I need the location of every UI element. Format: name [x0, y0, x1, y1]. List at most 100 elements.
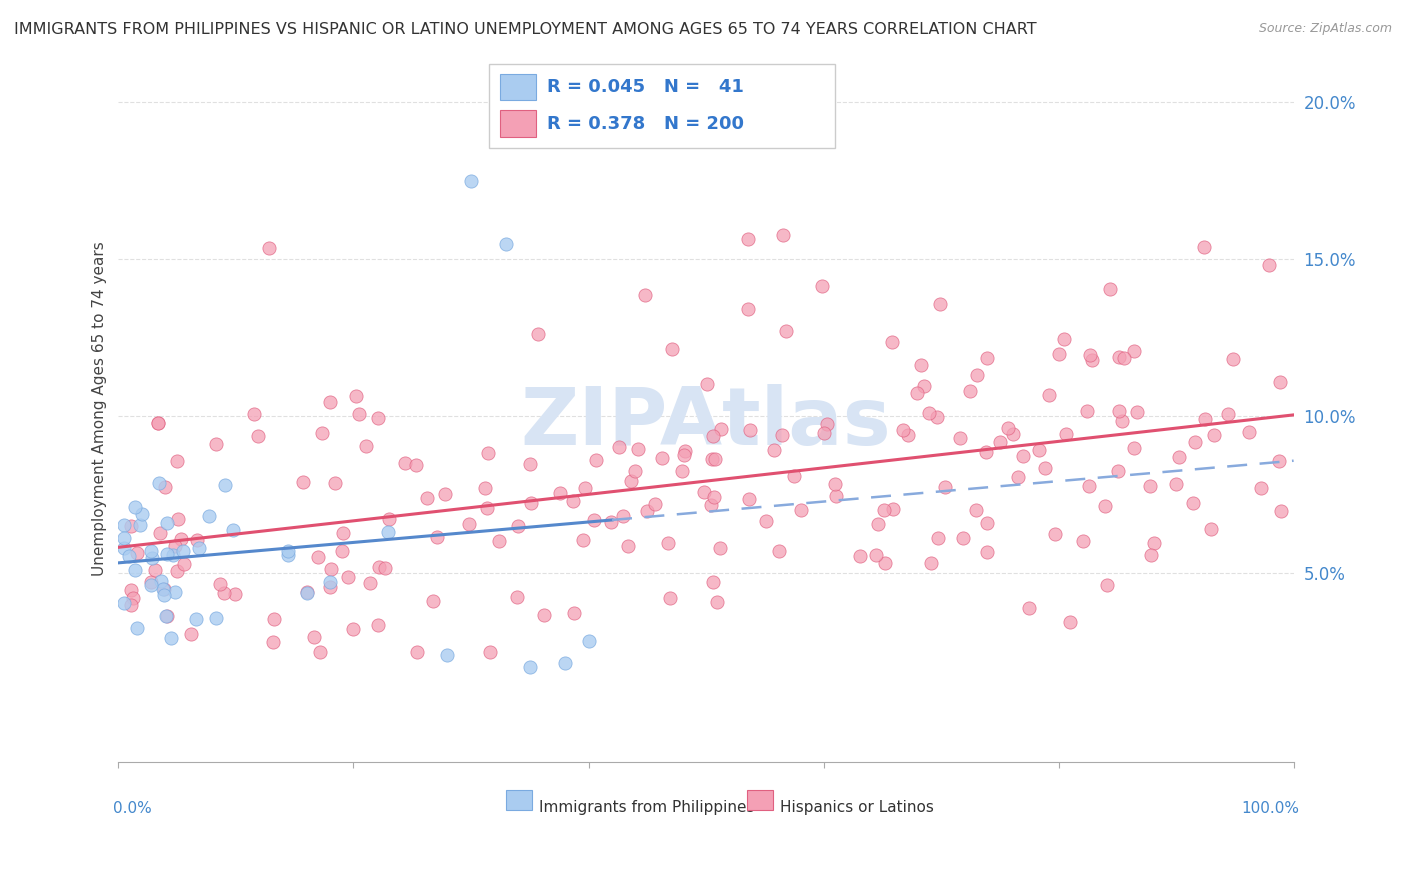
Point: [125, 621, 148, 635]
Point: [627, 442, 650, 456]
Point: [1140, 548, 1163, 562]
Point: [848, 549, 870, 563]
Point: [167, 512, 190, 526]
Point: [209, 577, 232, 591]
Point: [311, 426, 333, 441]
Point: [704, 452, 727, 467]
Point: [1258, 258, 1281, 272]
Point: [561, 493, 583, 508]
Point: [519, 457, 541, 471]
Point: [488, 534, 510, 549]
Point: [292, 475, 315, 489]
Point: [1076, 404, 1098, 418]
Point: [533, 608, 555, 623]
Point: [873, 503, 896, 517]
Point: [153, 480, 176, 494]
Point: [976, 545, 998, 559]
Point: [162, 549, 184, 563]
Point: [1108, 351, 1130, 365]
Point: [1078, 479, 1101, 493]
Point: [368, 560, 391, 574]
Point: [153, 588, 176, 602]
Point: [422, 593, 444, 607]
Point: [475, 501, 498, 516]
Point: [163, 584, 186, 599]
FancyBboxPatch shape: [747, 790, 773, 810]
Point: [186, 533, 208, 548]
Point: [825, 489, 848, 503]
Point: [811, 279, 834, 293]
Point: [634, 288, 657, 302]
Point: [897, 428, 920, 442]
Text: 0.0%: 0.0%: [112, 801, 152, 815]
Point: [330, 544, 353, 558]
Point: [224, 587, 246, 601]
Point: [1199, 523, 1222, 537]
Point: [755, 514, 778, 528]
Text: ZIPAtlas: ZIPAtlas: [520, 384, 891, 461]
Point: [1038, 388, 1060, 402]
Point: [1268, 454, 1291, 468]
Point: [163, 539, 186, 553]
Point: [505, 591, 527, 605]
Point: [307, 550, 329, 565]
Point: [1098, 282, 1121, 296]
Point: [1123, 344, 1146, 359]
Point: [1081, 353, 1104, 368]
Point: [696, 376, 718, 391]
Point: [671, 464, 693, 478]
Point: [651, 451, 673, 466]
Point: [146, 417, 169, 431]
Point: [1204, 427, 1226, 442]
FancyBboxPatch shape: [501, 111, 536, 137]
Point: [342, 622, 364, 636]
Point: [478, 645, 501, 659]
Point: [359, 575, 381, 590]
Point: [1002, 426, 1025, 441]
Point: [620, 474, 643, 488]
Point: [124, 500, 146, 515]
Point: [519, 660, 541, 674]
Point: [141, 551, 163, 566]
Point: [976, 516, 998, 530]
Point: [600, 516, 623, 530]
Point: [120, 519, 142, 533]
Point: [112, 517, 135, 532]
Point: [703, 490, 725, 504]
Point: [120, 582, 142, 597]
Point: [434, 487, 457, 501]
Point: [495, 236, 517, 251]
Point: [125, 546, 148, 560]
Point: [212, 586, 235, 600]
Point: [659, 591, 682, 606]
Point: [378, 511, 401, 525]
Point: [527, 326, 550, 341]
Point: [405, 458, 427, 472]
Point: [571, 533, 593, 547]
Point: [910, 358, 932, 372]
Point: [548, 486, 571, 500]
Point: [186, 612, 208, 626]
Point: [1108, 404, 1130, 418]
Point: [1018, 600, 1040, 615]
Point: [920, 556, 942, 570]
Point: [965, 503, 987, 517]
Point: [205, 611, 228, 625]
Point: [934, 480, 956, 494]
Point: [198, 508, 221, 523]
Point: [893, 423, 915, 437]
Point: [702, 428, 724, 442]
Point: [172, 544, 194, 558]
Point: [156, 516, 179, 530]
Point: [112, 532, 135, 546]
Point: [997, 421, 1019, 435]
Point: [173, 557, 195, 571]
Point: [1059, 615, 1081, 629]
Point: [1222, 352, 1244, 367]
Point: [262, 635, 284, 649]
Point: [612, 508, 634, 523]
Y-axis label: Unemployment Among Ages 65 to 74 years: Unemployment Among Ages 65 to 74 years: [93, 241, 107, 576]
Point: [308, 645, 330, 659]
Point: [120, 599, 142, 613]
Point: [927, 531, 949, 545]
